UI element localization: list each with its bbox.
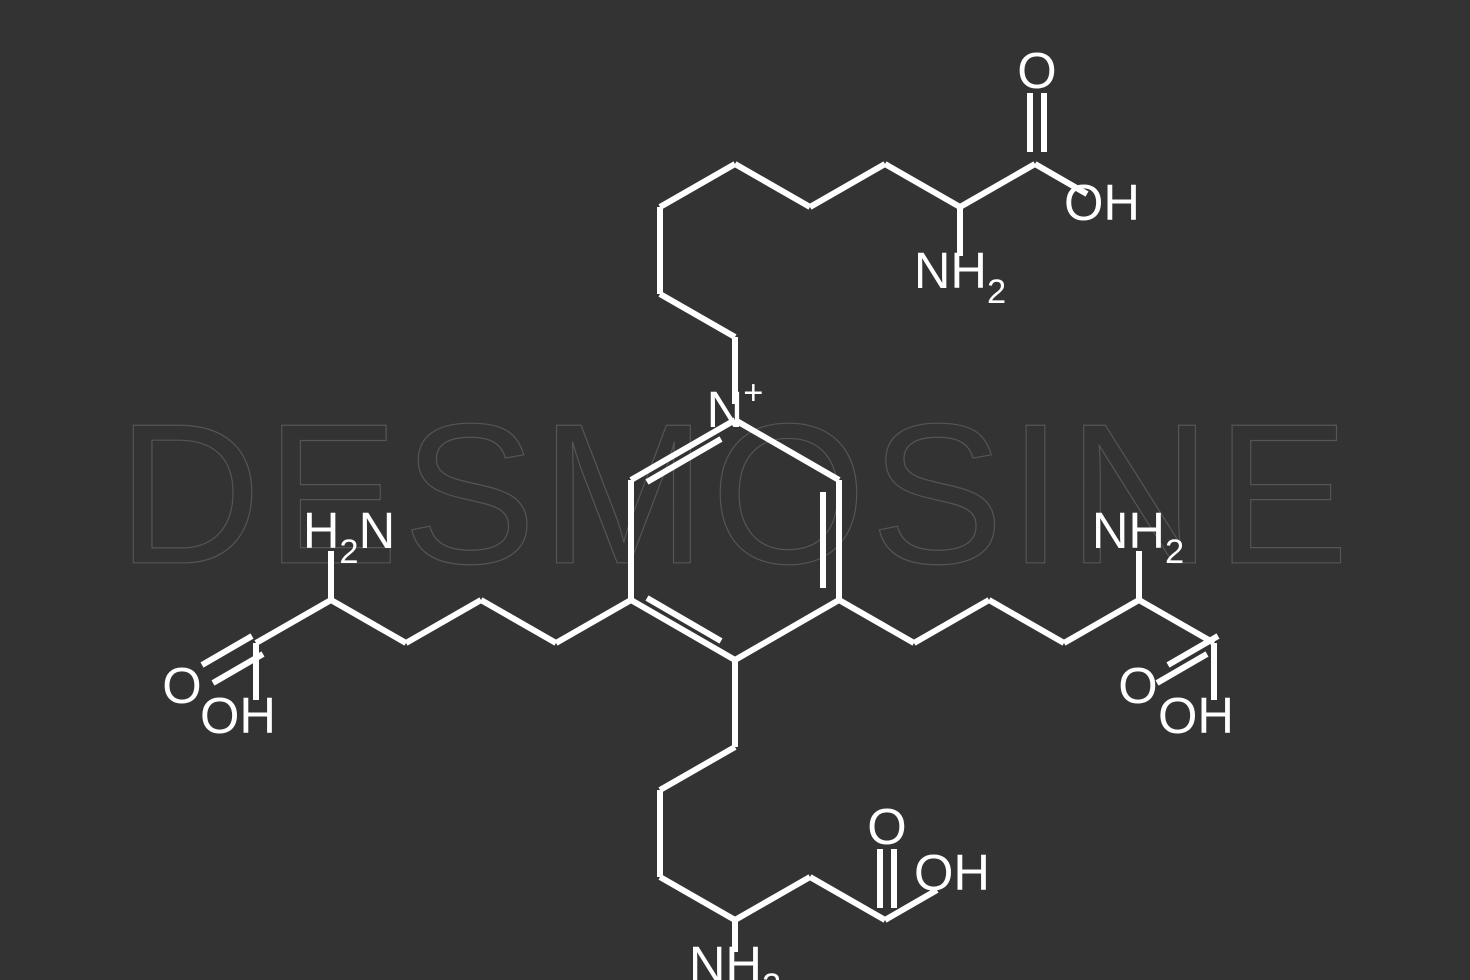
atom-label-o-top: O — [1017, 42, 1056, 99]
atom-label-oh-bottom: OH — [914, 844, 990, 901]
atom-label-oh-left: OH — [200, 687, 276, 744]
molecule-diagram: DESMOSINEN+OOHNH2H2NOOHNH2OOHOOHNH2 — [0, 0, 1470, 980]
atom-label-oh-right: OH — [1158, 687, 1234, 744]
atom-label-oh-top: OH — [1064, 174, 1140, 231]
atom-label-o-left: O — [162, 657, 201, 714]
atom-label-o-right: O — [1118, 657, 1157, 714]
atom-label-o-bottom: O — [867, 798, 906, 855]
